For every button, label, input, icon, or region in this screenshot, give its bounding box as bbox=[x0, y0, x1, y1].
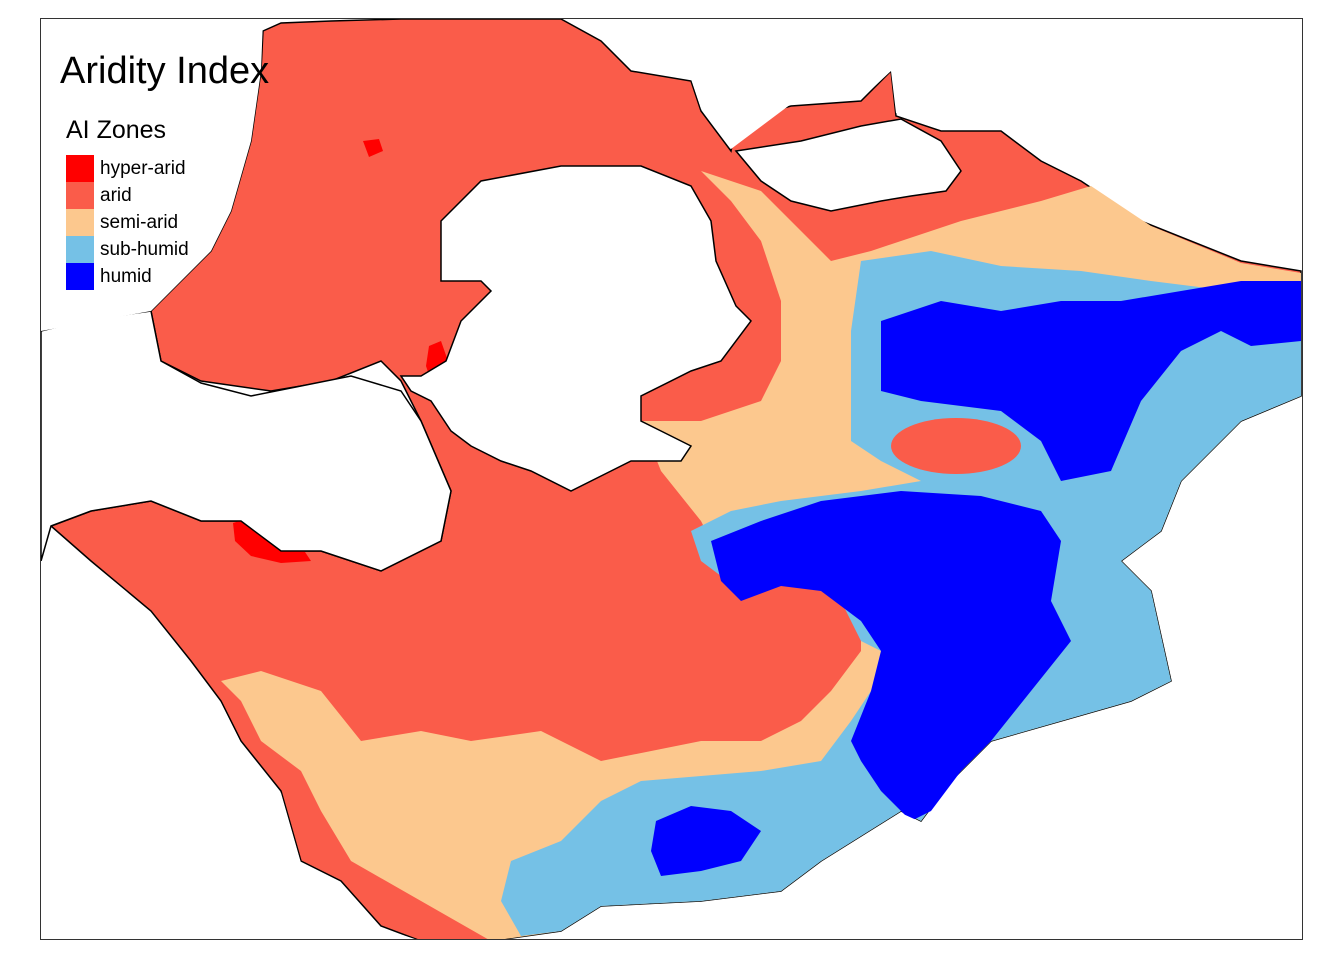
legend-label-hyper-arid: hyper-arid bbox=[100, 157, 186, 179]
legend-swatch-sub-humid bbox=[66, 236, 94, 263]
legend-item-hyper-arid: hyper-arid bbox=[66, 155, 189, 182]
water-gulf bbox=[399, 165, 752, 492]
legend-swatch-arid bbox=[66, 182, 94, 209]
zone-arid-pocket bbox=[891, 418, 1021, 474]
legend-item-semi-arid: semi-arid bbox=[66, 209, 189, 236]
legend-swatch-hyper-arid bbox=[66, 155, 94, 182]
map-panel bbox=[40, 18, 1303, 940]
legend-item-humid: humid bbox=[66, 263, 189, 290]
water-southwest-edge bbox=[41, 561, 415, 939]
legend-title: AI Zones bbox=[66, 116, 167, 144]
zone-humid-west bbox=[651, 806, 761, 876]
zone-humid-south bbox=[711, 491, 1071, 821]
legend-swatch-humid bbox=[66, 263, 94, 290]
water-northeast-inlet bbox=[734, 118, 962, 212]
legend-label-arid: arid bbox=[100, 184, 132, 206]
map-title: Aridity Index bbox=[60, 50, 270, 92]
aridity-map bbox=[41, 19, 1302, 939]
water-northwest-edge bbox=[41, 19, 263, 331]
legend-label-humid: humid bbox=[100, 265, 152, 287]
water-west-bay bbox=[41, 310, 452, 572]
legend-label-semi-arid: semi-arid bbox=[100, 211, 179, 233]
legend-item-sub-humid: sub-humid bbox=[66, 236, 189, 263]
water-northeast-edge bbox=[601, 19, 1302, 266]
zone-hyper-arid-3 bbox=[363, 139, 383, 157]
legend-item-arid: arid bbox=[66, 182, 189, 209]
legend: AI Zones hyper-arid arid semi-arid sub-h… bbox=[66, 116, 189, 290]
water-southeast-edge bbox=[546, 401, 1302, 939]
legend-swatch-semi-arid bbox=[66, 209, 94, 236]
zone-humid-north bbox=[881, 281, 1301, 481]
legend-label-sub-humid: sub-humid bbox=[100, 238, 189, 260]
